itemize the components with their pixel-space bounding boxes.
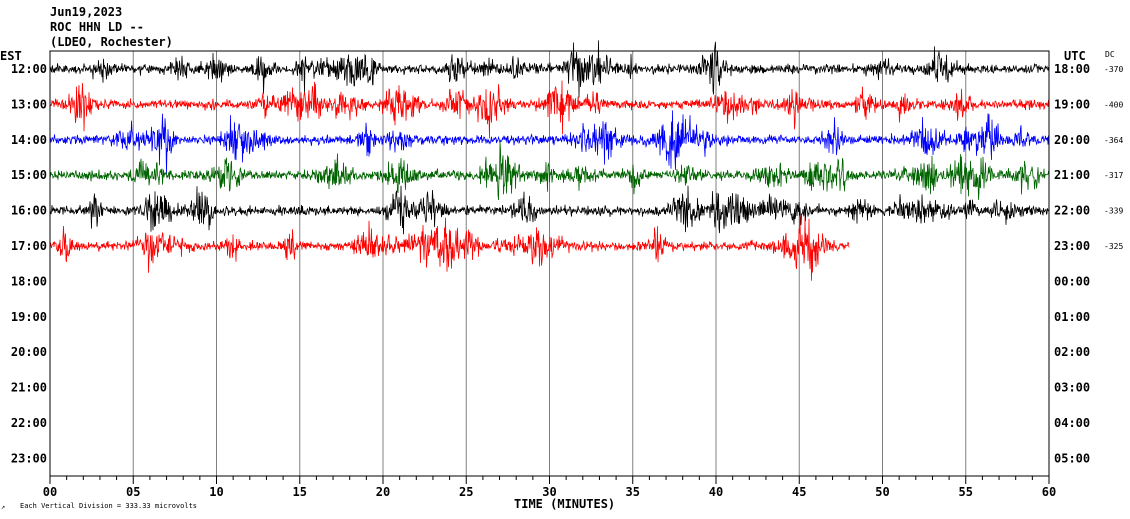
trace-row-1 <box>49 40 1050 98</box>
row-dc-offset: -400 <box>1104 100 1123 109</box>
x-axis: 00 05 10 15 20 25 30 35 40 45 50 55 60 <box>43 476 1056 499</box>
header-date: Jun19,2023 <box>50 5 122 19</box>
row-local-time: 19:00 <box>11 310 47 324</box>
row-local-time: 21:00 <box>11 381 47 395</box>
x-tick-label: 05 <box>126 485 140 499</box>
x-tick-label: 25 <box>459 485 473 499</box>
x-tick-label: 35 <box>626 485 640 499</box>
row-labels: 12:00 18:00 -370 13:00 19:00 -400 14:00 20:00 -3… <box>11 62 1124 465</box>
row-utc-time: 20:00 <box>1054 133 1090 147</box>
row-local-time: 12:00 <box>11 62 47 76</box>
header-station: ROC HHN LD -- <box>50 20 144 34</box>
vertical-division-note: Each Vertical Division = 333.33 microvol… <box>20 502 197 510</box>
plot-frame <box>49 50 1050 477</box>
row-utc-time: 19:00 <box>1054 97 1090 111</box>
x-tick-label: 40 <box>709 485 723 499</box>
row-local-time: 23:00 <box>11 451 47 465</box>
x-tick-label: 50 <box>875 485 889 499</box>
x-tick-label: 00 <box>43 485 57 499</box>
row-utc-time: 03:00 <box>1054 381 1090 395</box>
row-utc-time: 22:00 <box>1054 204 1090 218</box>
x-tick-label: 60 <box>1042 485 1056 499</box>
trace-row-6 <box>49 214 850 281</box>
row-dc-offset: -339 <box>1104 207 1123 216</box>
trace-row-3 <box>49 110 1050 175</box>
seismic-traces <box>49 40 1050 281</box>
row-local-time: 13:00 <box>11 97 47 111</box>
header-network: (LDEO, Rochester) <box>50 35 173 49</box>
row-dc-offset: -317 <box>1104 171 1123 180</box>
row-local-time: 14:00 <box>11 133 47 147</box>
row-utc-time: 18:00 <box>1054 62 1090 76</box>
row-utc-time: 02:00 <box>1054 345 1090 359</box>
x-tick-label: 10 <box>209 485 223 499</box>
row-dc-offset: -325 <box>1104 242 1123 251</box>
row-utc-time: 23:00 <box>1054 239 1090 253</box>
row-dc-offset: -370 <box>1104 65 1123 74</box>
row-utc-time: 01:00 <box>1054 310 1090 324</box>
row-utc-time: 04:00 <box>1054 416 1090 430</box>
row-utc-time: 05:00 <box>1054 451 1090 465</box>
dc-header-label: DC <box>1105 50 1115 59</box>
footer-note-icon: ↗ <box>1 503 5 511</box>
x-tick-label: 45 <box>792 485 806 499</box>
row-dc-offset: -364 <box>1104 136 1123 145</box>
x-tick-label: 55 <box>959 485 973 499</box>
trace-row-5 <box>49 185 1050 235</box>
row-utc-time: 21:00 <box>1054 168 1090 182</box>
trace-row-2 <box>49 80 1050 139</box>
right-timezone-label: UTC <box>1064 49 1086 63</box>
x-tick-label: 15 <box>293 485 307 499</box>
row-local-time: 20:00 <box>11 345 47 359</box>
row-local-time: 18:00 <box>11 274 47 288</box>
x-axis-title: TIME (MINUTES) <box>514 497 615 511</box>
row-local-time: 15:00 <box>11 168 47 182</box>
x-tick-label: 30 <box>542 485 556 499</box>
left-timezone-label: EST <box>0 49 22 63</box>
plot-grid <box>132 51 967 476</box>
row-local-time: 17:00 <box>11 239 47 253</box>
row-utc-time: 00:00 <box>1054 274 1090 288</box>
row-local-time: 22:00 <box>11 416 47 430</box>
trace-row-4 <box>49 141 1050 201</box>
x-tick-label: 20 <box>376 485 390 499</box>
row-local-time: 16:00 <box>11 204 47 218</box>
